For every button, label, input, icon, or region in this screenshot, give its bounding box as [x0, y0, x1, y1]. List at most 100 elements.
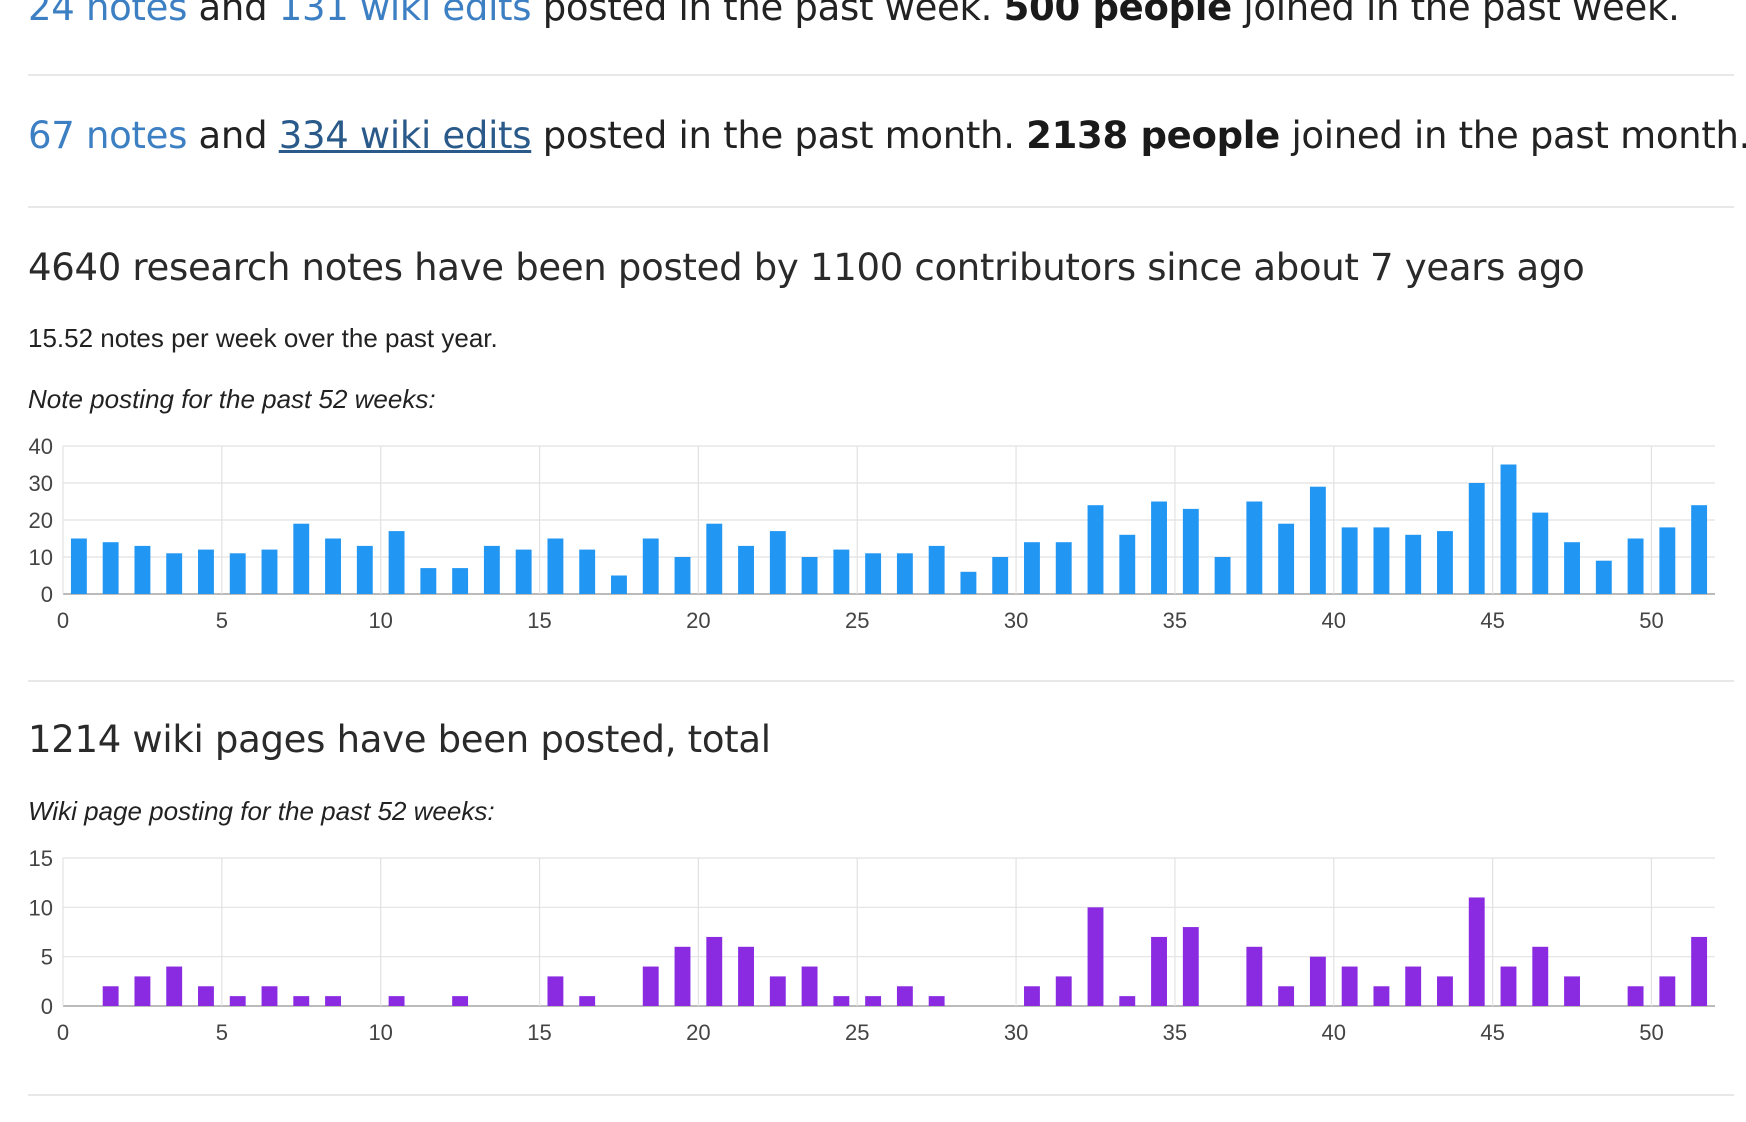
- y-tick-label: 20: [29, 508, 53, 533]
- bar: [1405, 534, 1422, 594]
- bar: [738, 946, 754, 1006]
- bar: [229, 996, 246, 1006]
- bar: [261, 986, 278, 1006]
- bar: [1087, 907, 1104, 1006]
- bar: [1182, 927, 1199, 1006]
- week-posted-text: posted in the past week.: [542, 0, 993, 29]
- bar: [1500, 464, 1517, 594]
- bar: [1246, 946, 1263, 1006]
- bar: [515, 549, 532, 594]
- x-tick-label: 25: [845, 1020, 869, 1045]
- bar: [420, 568, 437, 594]
- wiki-chart-caption: Wiki page posting for the past 52 weeks:: [28, 796, 495, 826]
- month-wiki-edits-link[interactable]: 334 wiki edits: [278, 114, 532, 157]
- bar: [579, 996, 596, 1006]
- bar: [928, 545, 945, 594]
- bar: [547, 538, 564, 594]
- x-tick-label: 35: [1163, 608, 1187, 633]
- bar: [388, 996, 405, 1006]
- week-people-count: 500 people: [1003, 0, 1233, 29]
- divider: [28, 206, 1734, 208]
- y-tick-label: 5: [41, 945, 53, 970]
- y-tick-label: 30: [29, 471, 53, 496]
- bar: [769, 976, 786, 1006]
- x-tick-label: 40: [1322, 608, 1346, 633]
- week-and-text: and: [198, 0, 268, 29]
- bar: [674, 557, 691, 594]
- bar: [293, 523, 310, 594]
- week-wiki-edits-link[interactable]: 131 wiki edits: [278, 0, 532, 29]
- bar: [1627, 538, 1644, 594]
- bar: [1691, 936, 1708, 1006]
- bar: [865, 553, 882, 594]
- bar: [801, 557, 818, 594]
- bar: [1182, 508, 1199, 594]
- bar: [1246, 501, 1263, 594]
- week-notes-link[interactable]: 24 notes: [28, 0, 188, 29]
- bar: [1278, 986, 1295, 1006]
- bar: [1532, 946, 1549, 1006]
- bar: [611, 575, 627, 594]
- divider: [28, 74, 1734, 76]
- bar: [293, 996, 310, 1006]
- bar: [198, 986, 214, 1006]
- bar: [1405, 966, 1422, 1006]
- y-tick-label: 0: [41, 582, 53, 607]
- bar: [166, 553, 183, 594]
- x-tick-label: 15: [527, 608, 551, 633]
- bar: [102, 986, 119, 1006]
- bar: [1500, 966, 1517, 1006]
- x-tick-label: 5: [216, 608, 228, 633]
- x-tick-label: 50: [1639, 1020, 1663, 1045]
- bar: [1024, 542, 1040, 594]
- bar: [1151, 501, 1167, 594]
- bar: [738, 545, 754, 594]
- x-tick-label: 0: [57, 608, 69, 633]
- x-tick-label: 35: [1163, 1020, 1187, 1045]
- bar: [1659, 527, 1676, 594]
- bar: [452, 996, 469, 1006]
- bar: [1564, 976, 1580, 1006]
- bar: [1627, 986, 1644, 1006]
- bar: [642, 966, 659, 1006]
- y-tick-label: 10: [29, 545, 53, 570]
- bar: [134, 976, 151, 1006]
- bar: [1691, 505, 1708, 594]
- bar: [1024, 986, 1040, 1006]
- x-tick-label: 10: [368, 1020, 392, 1045]
- bar: [1341, 966, 1358, 1006]
- x-tick-label: 45: [1480, 1020, 1504, 1045]
- bar: [261, 549, 278, 594]
- y-tick-label: 10: [29, 895, 53, 920]
- bar: [1119, 996, 1136, 1006]
- notes-bar-chart: 0 10 20 30 40 0 5 10 15 20 25 30 35 40 45 50: [29, 434, 1715, 633]
- bar: [1373, 527, 1390, 594]
- divider: [28, 680, 1734, 682]
- bar: [483, 545, 500, 594]
- bar: [1659, 976, 1676, 1006]
- bar: [134, 545, 151, 594]
- x-tick-label: 25: [845, 608, 869, 633]
- bar: [992, 557, 1009, 594]
- bar: [801, 966, 818, 1006]
- bar: [1437, 531, 1453, 594]
- x-tick-label: 40: [1322, 1020, 1346, 1045]
- y-tick-label: 0: [41, 994, 53, 1019]
- bar: [1055, 976, 1072, 1006]
- bar: [356, 545, 373, 594]
- bar: [833, 549, 850, 594]
- bar: [769, 531, 786, 594]
- bar: [1119, 534, 1136, 594]
- x-tick-label: 45: [1480, 608, 1504, 633]
- month-notes-link[interactable]: 67 notes: [28, 114, 188, 157]
- y-tick-label: 40: [29, 434, 53, 459]
- notes-heading: 4640 research notes have been posted by …: [28, 246, 1585, 289]
- bar: [1341, 527, 1358, 594]
- month-and-text: and: [198, 114, 268, 157]
- bar: [229, 553, 246, 594]
- bar: [1151, 936, 1167, 1006]
- month-stats-line: 67 notes and 334 wiki edits posted in th…: [28, 114, 1746, 157]
- bar: [166, 966, 183, 1006]
- bar: [1437, 976, 1453, 1006]
- bar: [1278, 523, 1295, 594]
